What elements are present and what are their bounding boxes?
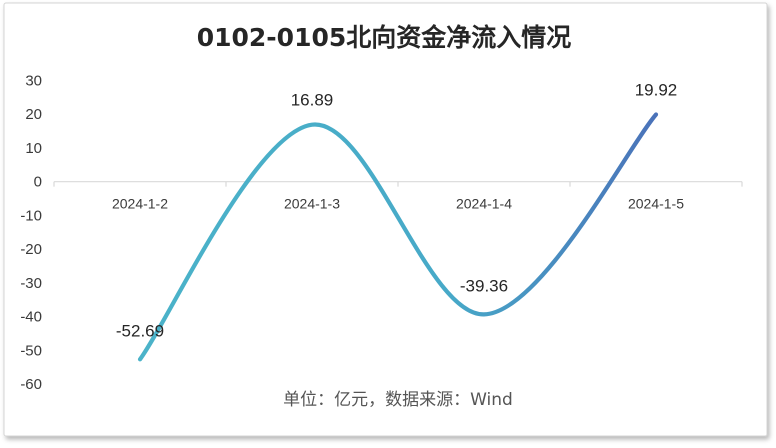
x-axis: 2024-1-2 2024-1-3 2024-1-4 2024-1-5 (53, 181, 743, 212)
series-line (137, 112, 659, 362)
y-tick-label: -30 (20, 275, 42, 292)
data-label: 19.92 (635, 80, 678, 99)
data-label: -52.69 (116, 321, 164, 340)
x-category-label: 2024-1-2 (112, 196, 168, 212)
data-label: -39.36 (460, 276, 508, 295)
x-category-label: 2024-1-3 (284, 196, 340, 212)
y-axis: 30 20 10 0 -10 -20 -30 -40 -50 -60 (20, 73, 42, 394)
chart-title: 0102-0105北向资金净流入情况 (197, 23, 572, 52)
data-labels: -52.69 16.89 -39.36 19.92 (116, 80, 677, 340)
y-tick-label: -40 (20, 309, 42, 326)
y-tick-label: 10 (25, 140, 42, 157)
y-tick-label: -20 (20, 241, 42, 258)
y-tick-label: 0 (34, 174, 42, 191)
series-layer (137, 112, 659, 362)
source-note: 单位：亿元，数据来源：Wind (283, 390, 513, 410)
y-tick-label: 20 (25, 106, 42, 123)
chart-card (3, 2, 768, 437)
y-tick-label: -60 (20, 376, 42, 393)
y-tick-label: -50 (20, 342, 42, 359)
data-label: 16.89 (291, 91, 334, 110)
x-category-label: 2024-1-4 (456, 196, 512, 212)
y-tick-label: 30 (25, 73, 42, 90)
y-tick-label: -10 (20, 207, 42, 224)
x-category-label: 2024-1-5 (628, 196, 684, 212)
